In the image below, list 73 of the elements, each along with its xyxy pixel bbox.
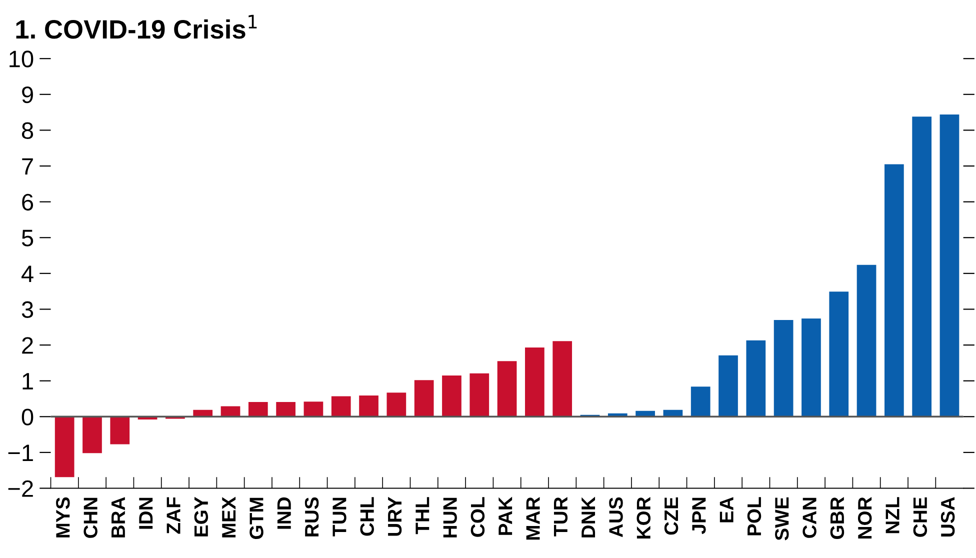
- x-tick-label: TUR: [554, 496, 568, 536]
- bar: [248, 402, 268, 417]
- x-tick-label: EGY: [194, 496, 208, 536]
- x-tick-label: MYS: [56, 497, 70, 538]
- y-tick-label: 4: [22, 266, 34, 282]
- bar: [442, 375, 462, 417]
- y-tick-label: 9: [22, 86, 33, 104]
- x-tick-label: ZAF: [166, 497, 180, 534]
- bar: [82, 416, 102, 454]
- bar: [552, 341, 572, 417]
- bar: [718, 355, 738, 417]
- x-tick-label: NOR: [858, 496, 872, 538]
- bar: [304, 402, 324, 417]
- x-tick-label: PAK: [498, 496, 512, 535]
- y-tick-label: −1: [8, 444, 33, 461]
- bar: [802, 318, 821, 417]
- bar: [414, 380, 434, 417]
- bar: [856, 264, 876, 417]
- x-tick-label: KOR: [636, 496, 651, 538]
- x-tick-label: CHN: [84, 498, 98, 538]
- x-tick-label: EA: [720, 497, 734, 522]
- bar: [359, 396, 378, 417]
- x-tick-label: USA: [940, 497, 955, 536]
- bar: [884, 164, 904, 417]
- x-tick-label: BRA: [112, 497, 125, 538]
- bar: [54, 416, 74, 478]
- x-tick-label: THL: [416, 497, 430, 534]
- bar: [912, 116, 932, 417]
- bar: [110, 416, 130, 444]
- y-tick-label: 5: [22, 230, 34, 246]
- y-tick-label: 8: [22, 122, 34, 139]
- bar: [940, 114, 960, 417]
- x-tick-label: TUN: [332, 498, 346, 536]
- bar: [525, 348, 544, 417]
- x-tick-label: AUS: [609, 497, 623, 538]
- bar: [774, 320, 794, 417]
- bar: [331, 396, 351, 417]
- bar: [497, 361, 517, 417]
- x-tick-label: CAN: [802, 498, 816, 538]
- x-tick-label: CHE: [913, 497, 928, 537]
- bar: [690, 386, 710, 417]
- bar: [220, 406, 240, 417]
- y-tick-label: 7: [22, 158, 33, 175]
- y-tick-label: 2: [22, 337, 33, 354]
- bar: [386, 392, 406, 417]
- x-tick-label: URY: [388, 496, 402, 536]
- x-tick-label: MAR: [526, 496, 540, 540]
- x-tick-label: GBR: [830, 496, 844, 539]
- x-tick-label: JPN: [692, 498, 706, 534]
- x-tick-label: CZE: [664, 497, 678, 535]
- bar: [276, 402, 296, 417]
- bar: [829, 292, 849, 417]
- x-tick-label: COL: [470, 497, 485, 537]
- y-tick-label: −2: [8, 480, 33, 497]
- y-tick-label: 6: [22, 194, 34, 211]
- chart-title: 1. COVID-19 Crisis$^{1}$: [16, 14, 257, 39]
- x-tick-label: GTM: [250, 498, 264, 539]
- y-tick-label: 1: [22, 373, 33, 390]
- bar: [470, 373, 490, 417]
- y-tick-label: 3: [22, 301, 34, 318]
- x-tick-label: MEX: [222, 496, 236, 538]
- x-tick-label: DNK: [582, 496, 596, 538]
- x-tick-label: POL: [747, 497, 762, 536]
- y-tick-label: 10: [10, 50, 34, 68]
- x-tick-label: SWE: [775, 497, 789, 540]
- x-tick-label: IND: [277, 497, 291, 529]
- bar: [746, 340, 766, 417]
- x-tick-label: HUN: [443, 498, 457, 538]
- x-tick-label: IDN: [139, 498, 153, 529]
- x-tick-label: RUS: [304, 497, 319, 536]
- x-tick-label: NZL: [886, 497, 900, 534]
- x-tick-label: CHL: [360, 497, 374, 536]
- y-tick-label: 0: [22, 408, 34, 426]
